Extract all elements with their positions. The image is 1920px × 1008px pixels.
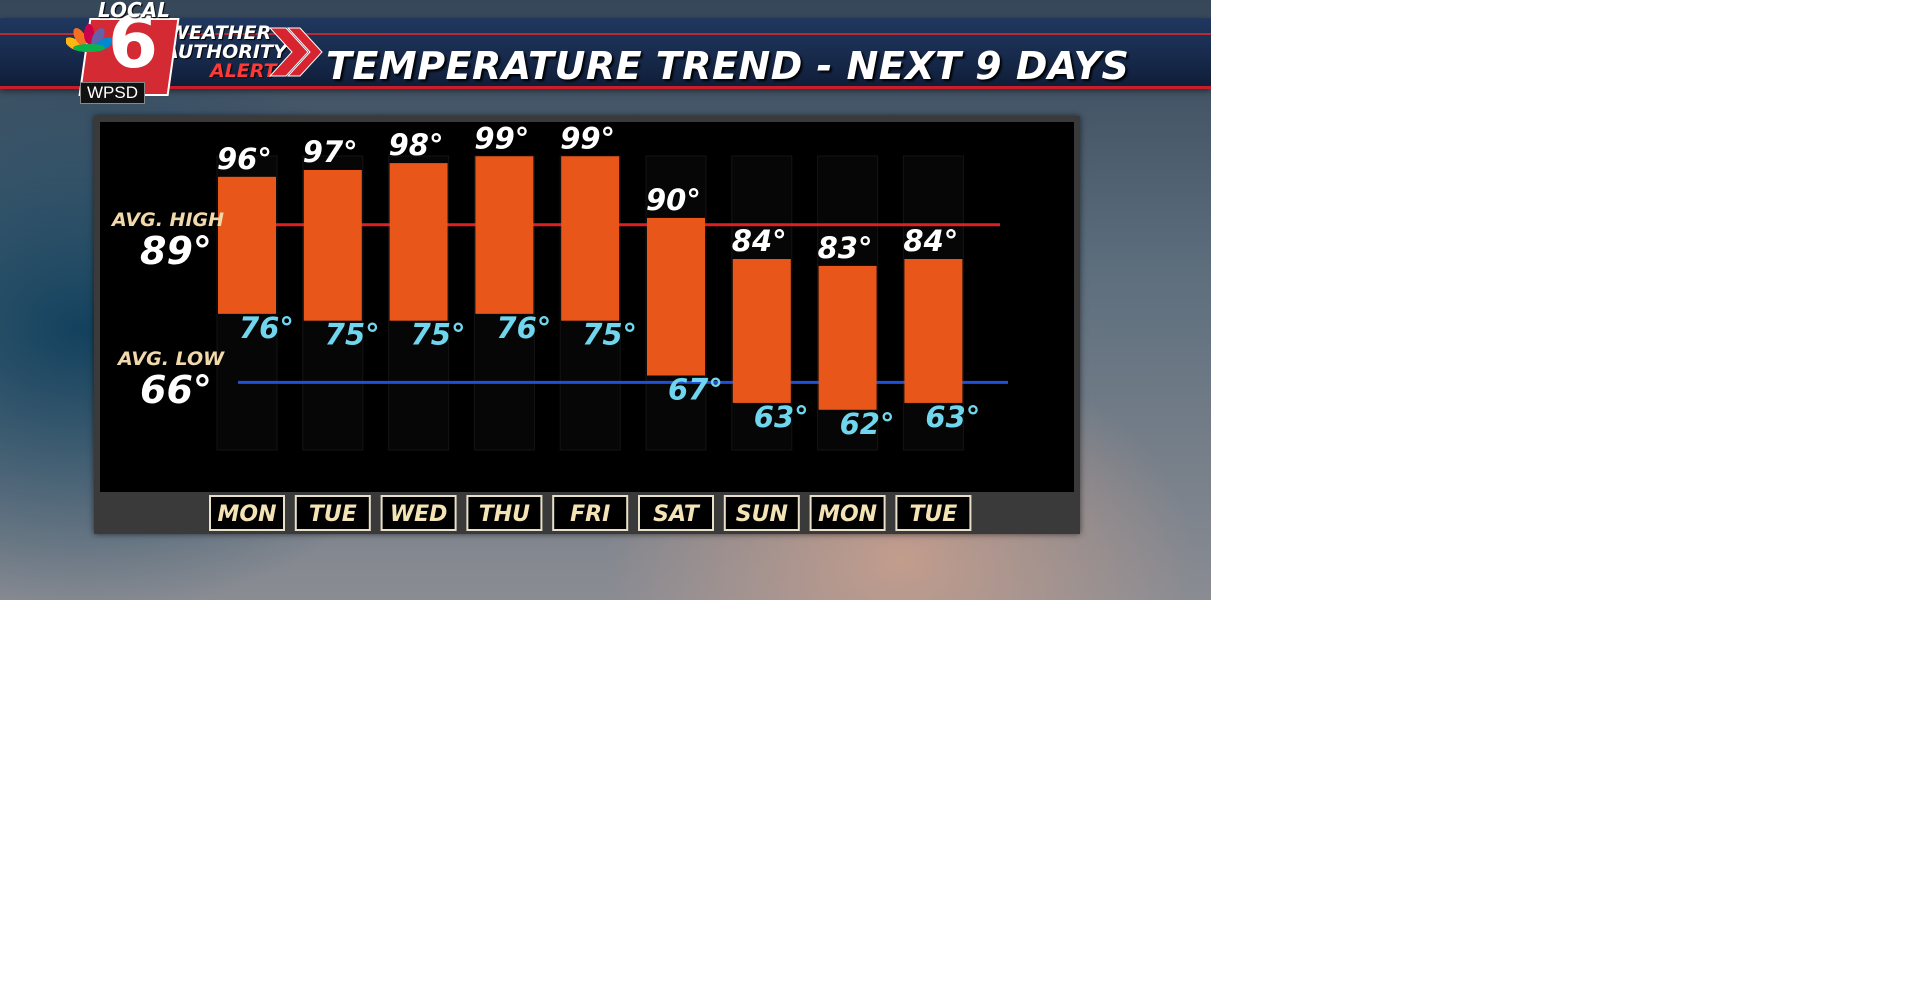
day-label-7: MON <box>818 502 877 527</box>
low-temp-label-4: 75° <box>582 318 637 352</box>
alert-logo-line3: ALERT <box>210 60 277 82</box>
low-temp-label-7: 62° <box>840 407 895 441</box>
low-temp-label-0: 76° <box>239 311 294 345</box>
day-label-box-6 <box>723 495 800 531</box>
temp-bar-5 <box>647 217 705 376</box>
temp-bar-7 <box>818 265 877 410</box>
day-label-8: TUE <box>909 502 957 527</box>
logo-local-text: LOCAL <box>98 0 170 22</box>
day-label-0: MON <box>217 502 276 527</box>
day-label-box-1 <box>294 495 371 531</box>
weather-authority-alert-logo: WEATHER AUTHORITY ALERT <box>162 22 320 82</box>
temp-bar-1 <box>303 169 362 321</box>
high-temp-label-4: 99° <box>560 121 615 155</box>
low-temp-label-1: 75° <box>325 318 380 352</box>
temp-bar-0 <box>218 176 276 314</box>
day-label-box-4 <box>552 495 629 531</box>
temperature-bars <box>218 156 963 410</box>
day-label-4: FRI <box>570 502 610 527</box>
high-temp-label-0: 96° <box>217 142 272 176</box>
high-temp-label-8: 84° <box>903 224 958 258</box>
day-label-box-5 <box>638 495 714 531</box>
low-temp-label-8: 63° <box>925 400 980 434</box>
day-label-box-8 <box>895 495 972 531</box>
day-label-box-2 <box>380 495 457 531</box>
avg-low-title: AVG. LOW <box>116 348 225 370</box>
day-label-box-0 <box>209 495 285 531</box>
peacock-icon <box>66 24 112 52</box>
high-temp-label-2: 98° <box>389 128 444 162</box>
day-label-3: THU <box>479 502 530 527</box>
high-temp-label-1: 97° <box>303 135 358 169</box>
day-labels: MON TUE WED THU FRI SAT SUN MON TUE <box>209 495 972 531</box>
temp-bar-4 <box>561 156 620 321</box>
low-temp-label-2: 75° <box>411 318 466 352</box>
alert-logo-line2: AUTHORITY <box>164 41 287 63</box>
day-label-box-7 <box>809 495 886 531</box>
day-label-5: SAT <box>653 502 701 527</box>
low-temp-label-5: 67° <box>668 373 723 407</box>
day-label-6: SUN <box>736 502 788 527</box>
avg-low-value: 66° <box>140 368 212 412</box>
logo-channel-number: 6 <box>108 0 159 84</box>
page-title: TEMPERATURE TREND - NEXT 9 DAYS <box>326 44 1130 88</box>
day-label-box-3 <box>466 495 543 531</box>
temp-bar-8 <box>904 259 963 403</box>
weather-graphic: TEMPERATURE TREND - NEXT 9 DAYS WEATHER … <box>0 0 1211 600</box>
temp-bar-2 <box>389 163 448 321</box>
high-temp-label-5: 90° <box>646 183 701 217</box>
temp-bar-3 <box>475 156 534 314</box>
temp-bar-6 <box>732 259 791 403</box>
high-temp-label-6: 84° <box>732 224 787 258</box>
alert-logo-line1: WEATHER <box>168 22 272 44</box>
temperature-labels: 96° 76° 97° 75° 98° 75° 99° 76° 99° 75° 90° 67° 84° 6… <box>217 121 980 441</box>
double-chevron-icon <box>268 27 323 77</box>
title-banner: TEMPERATURE TREND - NEXT 9 DAYS <box>0 18 1211 89</box>
avg-high-value: 89° <box>140 229 212 273</box>
day-label-2: WED <box>390 502 448 527</box>
avg-high-title: AVG. HIGH <box>110 209 224 231</box>
low-temp-label-3: 76° <box>496 311 551 345</box>
banner-accent-line <box>0 33 1211 35</box>
logo-station-callsign: WPSD <box>80 82 145 104</box>
high-temp-label-3: 99° <box>474 121 529 155</box>
day-label-1: TUE <box>309 502 357 527</box>
station-logo: 6 LOCAL WPSD <box>64 0 180 104</box>
low-temp-label-6: 63° <box>754 400 809 434</box>
high-temp-label-7: 83° <box>818 231 873 265</box>
temperature-chart: 96° 76° 97° 75° 98° 75° 99° 76° 99° 75° 90° 67° 84° 6… <box>100 121 1074 531</box>
chart-panel: 96° 76° 97° 75° 98° 75° 99° 76° 99° 75° 90° 67° 84° 6… <box>94 116 1080 534</box>
